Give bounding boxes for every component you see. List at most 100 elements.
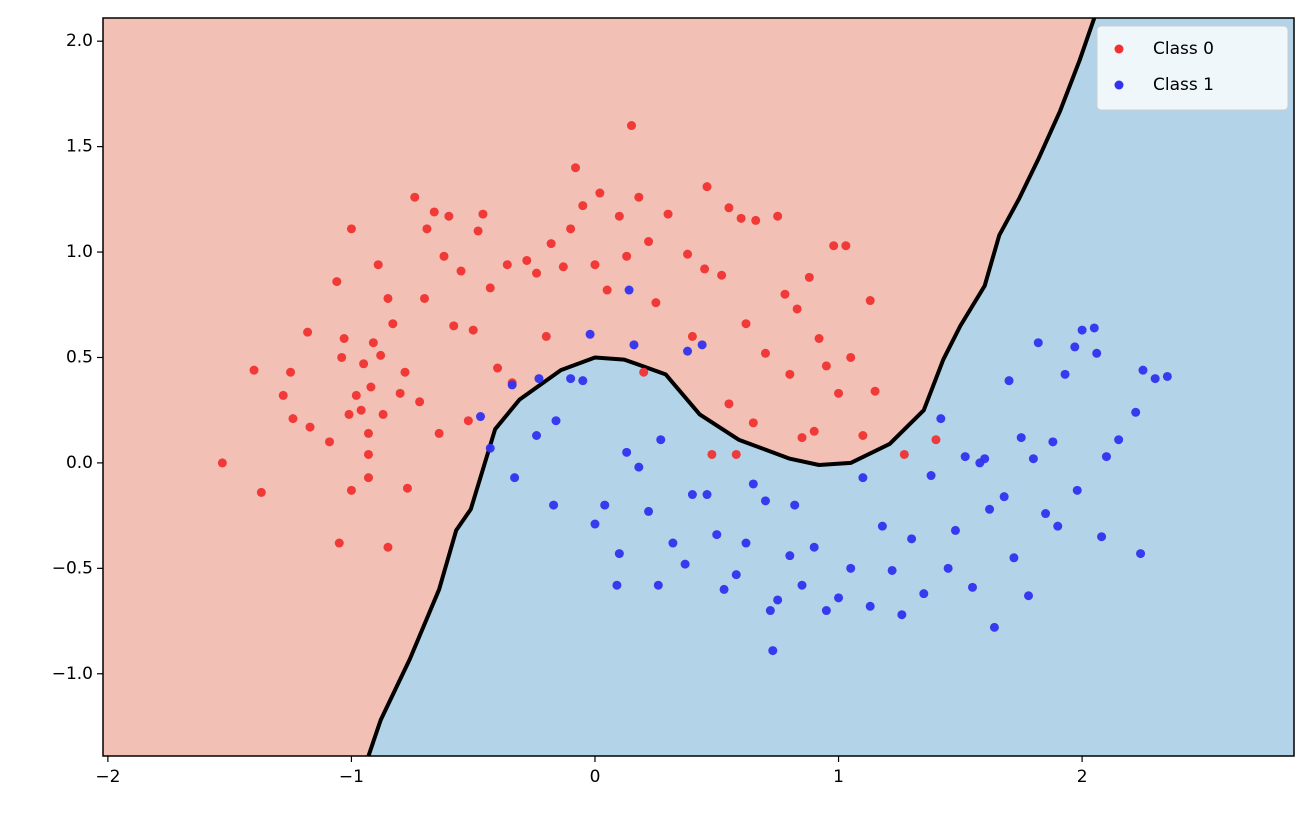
point: [590, 260, 600, 270]
point: [402, 483, 412, 493]
point: [968, 582, 978, 592]
point: [858, 430, 868, 440]
point: [960, 452, 970, 462]
point: [1131, 407, 1141, 417]
point: [383, 542, 393, 552]
point: [629, 340, 639, 350]
point: [651, 298, 661, 308]
point: [614, 211, 624, 221]
point: [566, 224, 576, 234]
point: [683, 249, 693, 259]
point: [736, 213, 746, 223]
point: [1101, 452, 1111, 462]
point: [748, 418, 758, 428]
plot-area: [103, 18, 1294, 756]
point: [395, 388, 405, 398]
point: [760, 348, 770, 358]
point: [614, 549, 624, 559]
point: [622, 251, 632, 261]
point: [765, 606, 775, 616]
point: [286, 367, 296, 377]
point: [821, 606, 831, 616]
point: [551, 416, 561, 426]
point: [612, 580, 622, 590]
point: [1150, 374, 1160, 384]
point: [834, 388, 844, 398]
point: [644, 506, 654, 516]
x-tick-label: −2: [95, 767, 120, 787]
point: [493, 363, 503, 373]
point: [683, 346, 693, 356]
point: [702, 490, 712, 500]
point: [368, 338, 378, 348]
point: [595, 188, 605, 198]
point: [717, 270, 727, 280]
point: [821, 361, 831, 371]
y-tick-label: 2.0: [66, 31, 93, 51]
point: [532, 430, 542, 440]
point: [410, 192, 420, 202]
x-tick-label: 2: [1077, 767, 1088, 787]
point: [463, 416, 473, 426]
point: [288, 414, 298, 424]
point: [804, 272, 814, 282]
point: [1024, 591, 1034, 601]
point: [663, 209, 673, 219]
point: [1053, 521, 1063, 531]
x-tick-label: 1: [833, 767, 844, 787]
point: [363, 428, 373, 438]
point: [1072, 485, 1082, 495]
point: [278, 390, 288, 400]
point: [741, 319, 751, 329]
point: [585, 329, 595, 339]
point: [578, 201, 588, 211]
point: [473, 226, 483, 236]
legend-marker: [1114, 44, 1124, 54]
point: [1041, 509, 1051, 519]
point: [325, 437, 335, 447]
point: [337, 352, 347, 362]
point: [217, 458, 227, 468]
point: [748, 479, 758, 489]
point: [1077, 325, 1087, 335]
point: [571, 163, 581, 173]
point: [707, 449, 717, 459]
decision-boundary: [366, 18, 1097, 756]
point: [680, 559, 690, 569]
point: [656, 435, 666, 445]
point: [1136, 549, 1146, 559]
point: [1028, 454, 1038, 464]
point: [476, 412, 486, 422]
point: [249, 365, 259, 375]
y-tick-label: 0.5: [66, 347, 93, 367]
point: [829, 241, 839, 251]
point: [510, 473, 520, 483]
point: [1097, 532, 1107, 542]
point: [363, 473, 373, 483]
point: [768, 646, 778, 656]
point: [999, 492, 1009, 502]
point: [773, 595, 783, 605]
point: [634, 462, 644, 472]
point: [1009, 553, 1019, 563]
legend-label: Class 0: [1153, 39, 1214, 59]
y-tick-label: 0.0: [66, 453, 93, 473]
point: [334, 538, 344, 548]
point: [773, 211, 783, 221]
plot-frame: [102, 17, 1295, 757]
point: [1138, 365, 1148, 375]
point: [760, 496, 770, 506]
point: [644, 237, 654, 247]
point: [731, 449, 741, 459]
point: [639, 367, 649, 377]
point: [444, 211, 454, 221]
point: [1004, 376, 1014, 386]
point: [602, 285, 612, 295]
point: [936, 414, 946, 424]
point: [1016, 433, 1026, 443]
point: [634, 192, 644, 202]
y-tick-label: 1.0: [66, 242, 93, 262]
point: [422, 224, 432, 234]
